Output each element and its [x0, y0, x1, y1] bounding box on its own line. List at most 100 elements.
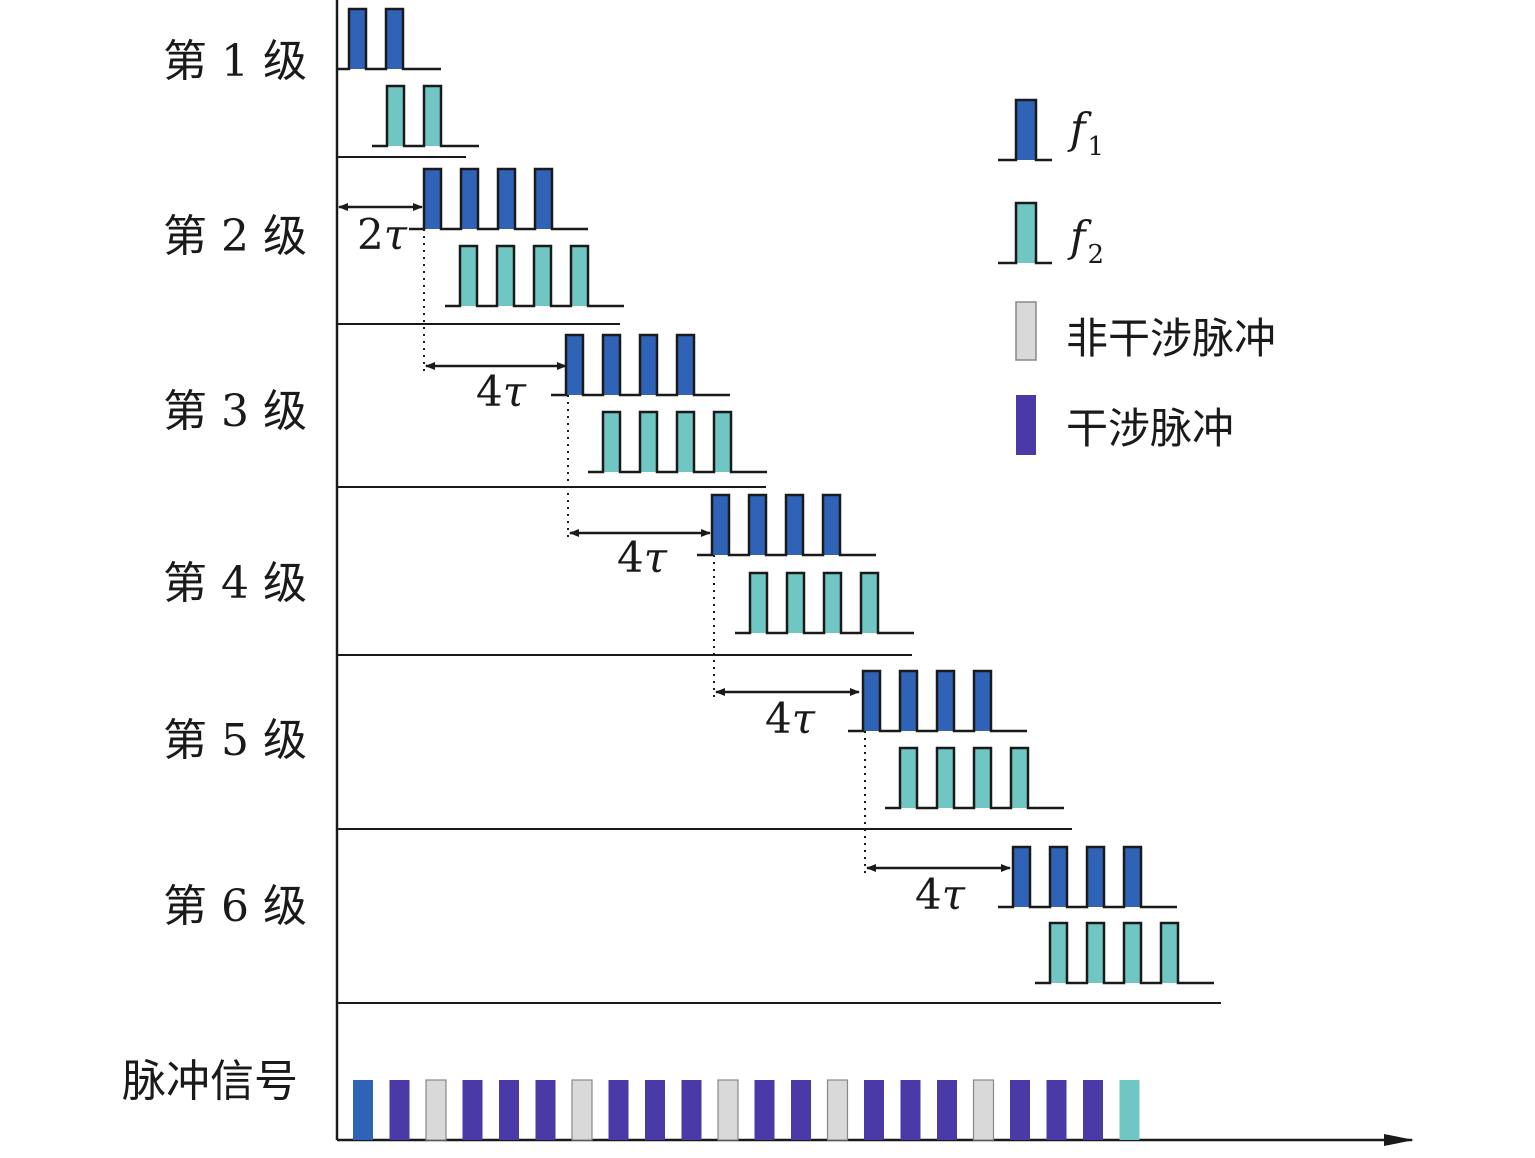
stage-1-f2-pulse-2 [424, 86, 441, 146]
legend-interference-icon [1016, 395, 1036, 455]
stage-4-f2-waveform [735, 571, 914, 635]
stage-4-f1-pulse-1 [712, 495, 729, 555]
stage-3-f1-pulse-1 [566, 335, 583, 395]
stage-3-f1-pulse-2 [603, 335, 620, 395]
stage-4-f1-pulse-3 [786, 495, 803, 555]
legend-f2-icon-fill [1016, 203, 1036, 263]
stage-3-f2-waveform [588, 410, 767, 474]
stage-label-6: 第 6 级 [163, 881, 307, 932]
stage-4-f2-pulse-2 [787, 573, 804, 633]
stage-5-f1-pulse-1 [863, 671, 880, 731]
pulse-signal-pulse-8 [608, 1080, 629, 1140]
stage-label-5: 第 5 级 [163, 715, 307, 766]
stage-1-f2-pulse-1 [387, 86, 404, 146]
stage-5-f2-pulse-3 [974, 748, 991, 808]
stage-4-f2-pulse-1 [750, 573, 767, 633]
stage-5-f2-pulse-4 [1011, 748, 1028, 808]
stage-4-f1-waveform [697, 493, 876, 557]
stage-6-f1-pulse-1 [1013, 847, 1030, 907]
pulse-signal-pulse-1 [353, 1080, 373, 1140]
stage-2-f1-pulse-4 [535, 169, 552, 229]
stage-6-f1-pulse-4 [1124, 847, 1141, 907]
stage-1-f1-pulse-1 [349, 9, 366, 69]
stage-2-f2-pulse-4 [571, 246, 588, 306]
delay-label-5: 4τ [915, 870, 965, 919]
delay-label-1: 2τ [357, 210, 407, 259]
stage-6-f1-pulse-2 [1050, 847, 1067, 907]
stage-6-f2-waveform [1035, 921, 1214, 985]
stage-1-f1-waveform [337, 7, 441, 71]
stage-5-f1-pulse-3 [937, 671, 954, 731]
stage-4-f1-pulse-4 [823, 495, 840, 555]
stage-5-f1-pulse-4 [974, 671, 991, 731]
legend-f1-icon-fill [1016, 100, 1036, 160]
pulse-signal-pulse-13 [791, 1080, 811, 1140]
stage-2-f1-pulse-3 [498, 169, 515, 229]
pulse-signal-pulse-9 [645, 1080, 665, 1140]
delay-label-2: 4τ [476, 367, 526, 416]
stage-4-f2-pulse-3 [824, 573, 841, 633]
stage-3-f2-pulse-3 [677, 412, 694, 472]
pulse-signal-pulse-20 [1046, 1080, 1067, 1140]
stage-2-f2-waveform [445, 244, 624, 308]
delay-label-3: 4τ [617, 533, 667, 582]
stage-3-f2-pulse-2 [640, 412, 657, 472]
stage-5-f2-pulse-2 [937, 748, 954, 808]
pulse-signal-pulse-18 [972, 1079, 995, 1141]
pulse-signal-pulse-21 [1083, 1080, 1103, 1140]
pulse-signal-pulse-4 [462, 1080, 483, 1140]
pulse-signal-pulse-19 [1010, 1080, 1030, 1140]
pulse-signal-pulse-15 [864, 1080, 884, 1140]
stage-3-f1-pulse-3 [640, 335, 657, 395]
pulse-signal-pulse-2 [389, 1080, 410, 1140]
stage-6-f2-pulse-4 [1161, 923, 1178, 983]
stage-1-f1-pulse-2 [386, 9, 403, 69]
stage-2-f2-pulse-1 [460, 246, 477, 306]
stage-3-f1-pulse-4 [677, 335, 694, 395]
pulse-signal-pulse-3 [425, 1079, 447, 1141]
legend-f2-icon-outline [998, 201, 1052, 265]
stage-2-f1-waveform [409, 167, 588, 231]
legend-f1-label: f1 [1070, 104, 1105, 162]
pulse-signal-label: 脉冲信号 [122, 1056, 298, 1107]
stage-6-f1-pulse-3 [1087, 847, 1104, 907]
stage-6-f2-pulse-2 [1087, 923, 1104, 983]
stage-3-f2-pulse-4 [714, 412, 731, 472]
pulse-signal-pulse-16 [900, 1080, 921, 1140]
pulse-signal-pulse-14 [826, 1079, 849, 1141]
stage-2-f2-pulse-3 [534, 246, 551, 306]
stage-6-f2-pulse-3 [1124, 923, 1141, 983]
stage-5-f2-pulse-1 [900, 748, 917, 808]
legend-non-interference-label: 非干涉脉冲 [1066, 314, 1277, 363]
pulse-signal-pulse-6 [535, 1080, 556, 1140]
stage-5-f1-waveform [848, 669, 1027, 733]
delay-label-4: 4τ [765, 694, 815, 743]
stage-5-f1-pulse-2 [900, 671, 917, 731]
stage-4-f2-pulse-4 [861, 573, 878, 633]
stage-label-3: 第 3 级 [163, 386, 307, 437]
legend-f1-icon-outline [998, 98, 1052, 162]
stage-3-f1-waveform [551, 333, 730, 397]
legend-non-interference-icon [1015, 301, 1037, 361]
stage-3-f2-pulse-1 [603, 412, 620, 472]
stage-label-1: 第 1 级 [163, 36, 307, 87]
legend-f2-label: f2 [1070, 212, 1105, 270]
pulse-signal-pulse-17 [937, 1080, 957, 1140]
stage-6-f2-pulse-1 [1050, 923, 1067, 983]
pulse-signal-pulse-22 [1119, 1080, 1140, 1140]
stage-2-f1-pulse-1 [424, 169, 441, 229]
stage-6-f1-waveform [998, 845, 1177, 909]
stage-2-f1-pulse-2 [461, 169, 478, 229]
stage-4-f1-pulse-2 [749, 495, 766, 555]
stage-label-4: 第 4 级 [163, 558, 307, 609]
pulse-signal-pulse-11 [717, 1079, 739, 1141]
legend-interference-label: 干涉脉冲 [1066, 404, 1235, 453]
stage-label-2: 第 2 级 [163, 211, 307, 262]
pulse-signal-pulse-5 [499, 1080, 519, 1140]
stage-2-f2-pulse-2 [497, 246, 514, 306]
stage-5-f2-waveform [885, 746, 1064, 810]
pulse-signal-pulse-10 [681, 1080, 702, 1140]
pulse-signal-pulse-12 [754, 1080, 775, 1140]
